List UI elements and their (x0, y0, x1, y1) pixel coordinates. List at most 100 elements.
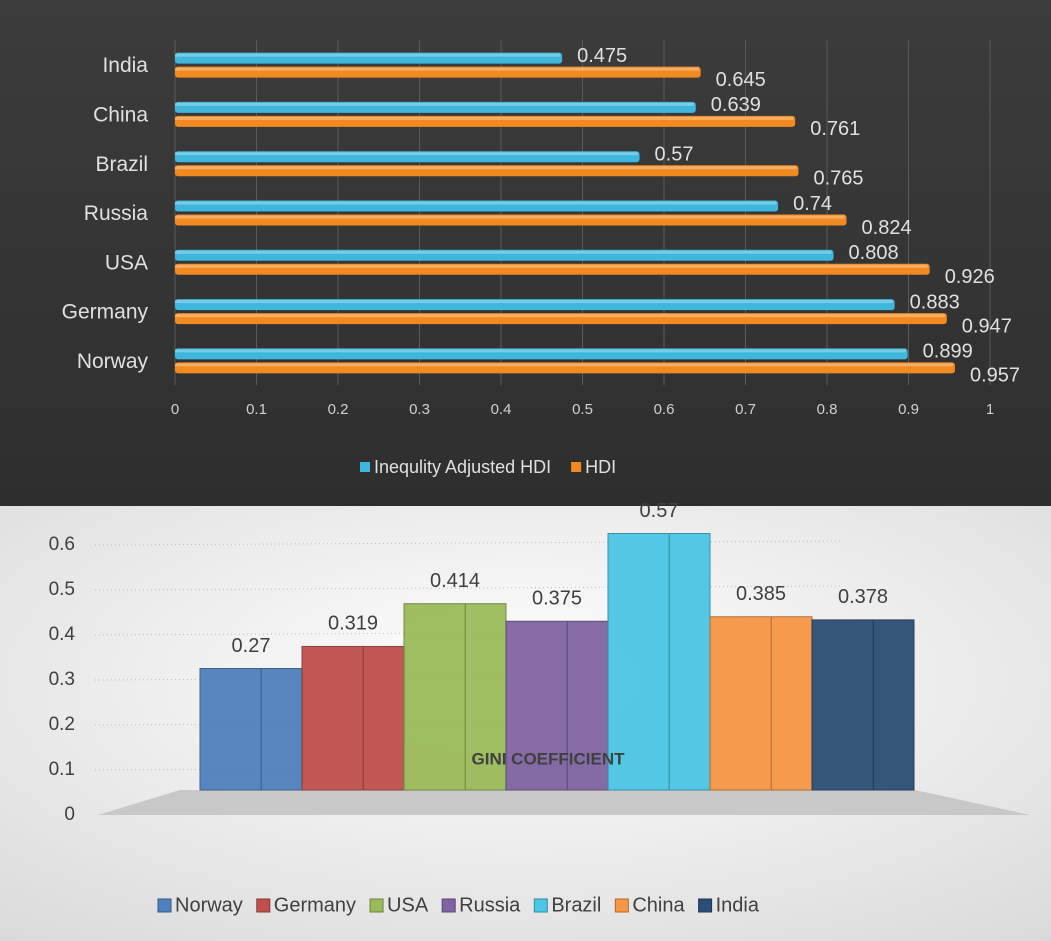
data-label: 0.765 (813, 167, 863, 189)
x-tick-label: 0.4 (491, 401, 512, 418)
bar (175, 52, 563, 64)
bar (175, 115, 796, 127)
data-label: 0.639 (711, 94, 761, 116)
x-tick-label: 0.6 (654, 401, 675, 418)
x-tick-label: 0.3 (409, 401, 430, 418)
bar (175, 151, 640, 163)
legend-label: China (632, 894, 685, 916)
bar (175, 101, 696, 113)
legend-label: India (716, 894, 760, 916)
bar-highlight (175, 53, 561, 57)
legend-label: USA (387, 894, 429, 916)
bar-highlight (175, 102, 694, 106)
bar (607, 533, 711, 791)
legend-swatch (157, 898, 172, 913)
data-label: 0.375 (532, 588, 582, 610)
legend-label: HDI (585, 457, 616, 477)
y-tick-label: 0.4 (49, 624, 76, 645)
y-tick-label: 0.5 (49, 579, 75, 600)
y-tick-label: USA (105, 251, 148, 274)
y-tick-label: Norway (77, 350, 149, 373)
data-label: 0.883 (910, 291, 960, 313)
y-tick-label: Russia (84, 202, 149, 225)
bar-highlight (175, 349, 906, 353)
data-label: 0.74 (793, 193, 832, 215)
x-tick-label: 1 (986, 401, 994, 418)
bar-highlight (175, 67, 699, 71)
bar-highlight (175, 264, 928, 268)
floor (98, 790, 1030, 815)
data-label: 0.957 (970, 365, 1020, 387)
x-axis-category: GINI COEFFICIENT (472, 749, 626, 768)
bar (175, 299, 895, 311)
data-label: 0.57 (640, 500, 679, 522)
bar (175, 214, 847, 226)
data-label: 0.808 (849, 242, 899, 264)
bar-highlight (175, 250, 832, 254)
bar (709, 616, 813, 791)
legend-swatch (698, 898, 713, 913)
bar-highlight (175, 314, 945, 318)
data-label: 0.475 (577, 45, 627, 67)
legend-swatch (571, 462, 582, 472)
data-label: 0.899 (923, 341, 973, 363)
grid-line (94, 585, 841, 591)
legend-swatch (256, 898, 271, 913)
bar (175, 66, 701, 78)
legend-label: Russia (459, 894, 521, 916)
x-tick-label: 0.5 (572, 401, 593, 418)
data-label: 0.27 (232, 635, 271, 657)
bar-highlight (175, 152, 638, 156)
x-tick-label: 0.9 (898, 401, 919, 418)
data-label: 0.824 (862, 217, 912, 239)
y-tick-label: Brazil (95, 153, 148, 176)
legend-swatch (533, 898, 548, 913)
data-label: 0.57 (655, 143, 694, 165)
bar-highlight (175, 201, 777, 205)
x-tick-label: 0 (171, 401, 179, 418)
bar (199, 668, 303, 791)
bar (175, 348, 908, 360)
y-tick-label: Germany (62, 301, 149, 324)
bar (301, 645, 405, 791)
data-label: 0.761 (810, 118, 860, 140)
legend-label: Inequlity Adjusted HDI (374, 457, 551, 477)
bar (175, 313, 947, 325)
bar-highlight (175, 166, 797, 170)
x-tick-label: 0.2 (328, 401, 349, 418)
bar-highlight (175, 116, 794, 120)
data-label: 0.926 (945, 266, 995, 288)
bar (811, 619, 915, 791)
y-tick-label: 0.2 (49, 714, 75, 735)
bar (403, 603, 507, 791)
legend-swatch (614, 898, 629, 913)
grid-line (94, 540, 841, 546)
bar-highlight (175, 215, 845, 219)
bar (175, 165, 799, 177)
data-label: 0.319 (328, 613, 378, 635)
x-tick-label: 0.8 (817, 401, 838, 418)
bar (175, 362, 955, 374)
data-label: 0.385 (736, 583, 786, 605)
bar (175, 263, 930, 275)
data-label: 0.645 (716, 69, 766, 91)
bar (175, 249, 834, 261)
bar-highlight (175, 300, 893, 304)
data-label: 0.414 (430, 570, 480, 592)
y-tick-label: 0 (64, 804, 75, 825)
data-label: 0.378 (838, 586, 888, 608)
legend-swatch (441, 898, 456, 913)
x-tick-label: 0.7 (735, 401, 756, 418)
bar (175, 200, 779, 212)
y-tick-label: 0.6 (49, 534, 75, 555)
x-tick-label: 0.1 (246, 401, 267, 418)
legend-label: Germany (274, 894, 356, 916)
legend-swatch (369, 898, 384, 913)
y-tick-label: 0.3 (49, 669, 75, 690)
legend-label: Norway (175, 894, 243, 916)
bar (505, 620, 609, 791)
y-tick-label: 0.1 (49, 759, 75, 780)
bar-highlight (175, 363, 953, 367)
